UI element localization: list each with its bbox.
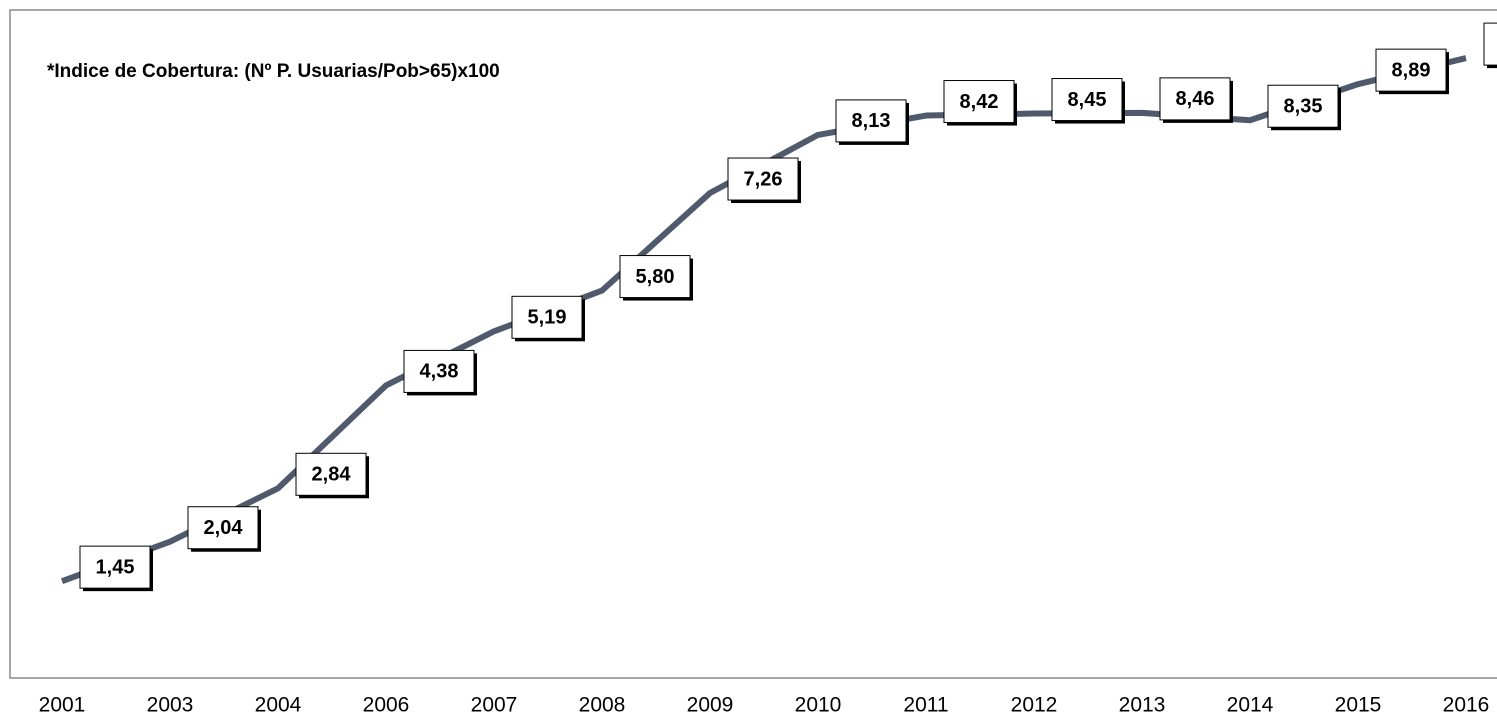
data-label: 8,42	[960, 91, 999, 113]
label-box	[943, 80, 1015, 124]
data-label: 8,46	[1176, 88, 1215, 110]
x-tick-label: 2010	[795, 694, 842, 717]
data-label: 7,26	[744, 168, 783, 190]
label-box	[295, 452, 367, 496]
x-tick-label: 2015	[1335, 694, 1382, 717]
data-label: 5,19	[528, 307, 567, 329]
label-box	[187, 506, 259, 550]
data-label: 1,45	[96, 556, 135, 578]
label-box	[835, 99, 907, 143]
x-tick-label: 2009	[687, 694, 734, 717]
x-tick-label: 2011	[903, 694, 948, 717]
data-label: 8,45	[1068, 89, 1107, 111]
x-tick-label: 2016	[1443, 694, 1490, 717]
label-box	[1051, 78, 1123, 122]
x-tick-label: 2013	[1119, 694, 1166, 717]
label-box	[619, 255, 691, 299]
data-label: 4,38	[420, 361, 459, 383]
label-box	[1483, 22, 1497, 66]
data-label: 8,35	[1284, 96, 1323, 118]
x-tick-label: 2003	[147, 694, 194, 717]
x-tick-label: 2012	[1011, 694, 1058, 717]
data-label: 8,89	[1392, 59, 1431, 81]
label-box	[403, 349, 475, 393]
label-box	[79, 545, 151, 589]
label-box	[727, 157, 799, 201]
label-box	[1267, 84, 1339, 128]
label-box	[511, 295, 583, 339]
annotation: *Indice de Cobertura: (Nº P. Usuarias/Po…	[47, 61, 500, 82]
x-tick-label: 2004	[255, 694, 302, 717]
x-tick-label: 2001	[39, 694, 86, 717]
x-tick-label: 2006	[363, 694, 410, 717]
data-label: 8,13	[852, 110, 891, 132]
x-tick-label: 2014	[1227, 694, 1274, 717]
data-label: 2,04	[204, 517, 244, 539]
x-tick-label: 2008	[579, 694, 626, 717]
label-box	[1375, 48, 1447, 92]
data-label: 2,84	[312, 464, 352, 486]
x-tick-label: 2007	[471, 694, 518, 717]
data-label: 5,80	[636, 266, 675, 288]
label-box	[1159, 77, 1231, 121]
